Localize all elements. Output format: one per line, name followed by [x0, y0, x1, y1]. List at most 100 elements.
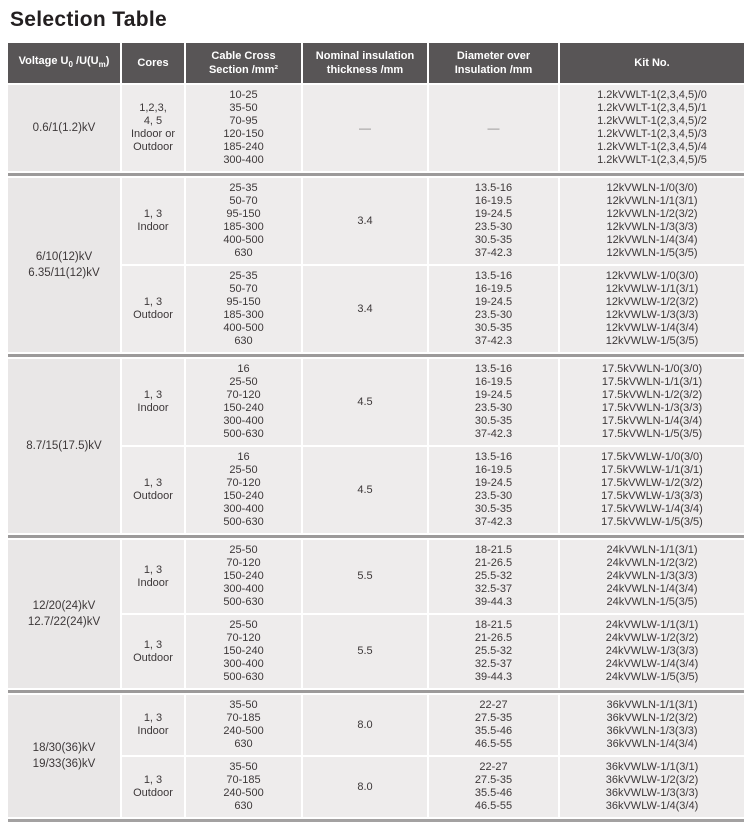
- cell-line: 630: [234, 335, 253, 347]
- cell-line: 50-70: [229, 195, 258, 207]
- diameter-over-insulation-cell: 13.5-16 16-19.5 19-24.5 23.5-30 30.5-35 37-42…: [429, 359, 558, 445]
- cell-line: 1.2kVWLT-1(2,3,4,5)/1: [597, 102, 707, 114]
- cell-line: 25-50: [229, 376, 258, 388]
- table-row: 12/20(24)kV 12.7/22(24)kV 1, 3 Indoor 25-50 7…: [8, 540, 744, 688]
- cell-line: 30.5-35: [474, 503, 513, 515]
- cell-line: 39-44.3: [474, 596, 513, 608]
- cell-line: 630: [234, 247, 253, 259]
- cell-line: 5.5: [357, 570, 373, 582]
- cell-line: 23.5-30: [474, 221, 513, 233]
- cell-line: 35.5-46: [474, 787, 513, 799]
- cell-line: 8.0: [357, 780, 373, 793]
- cell-line: 12kVWLW-1/0(3/0): [605, 270, 699, 282]
- cell-line: 17.5kVWLW-1/3(3/3): [601, 490, 703, 502]
- cell-line: 1, 3: [143, 389, 163, 401]
- cell-line: 10-25: [229, 89, 258, 101]
- cell-line: 17.5kVWLN-1/2(3/2): [601, 389, 703, 401]
- cell-line: 25-50: [229, 544, 258, 556]
- insulation-thickness-cell: 8.0: [303, 757, 427, 817]
- voltage-line: 6.35/11(12)kV: [28, 266, 100, 279]
- diameter-over-insulation-cell: 13.5-16 16-19.5 19-24.5 23.5-30 30.5-35 37-42…: [429, 447, 558, 533]
- group-separator: [8, 690, 744, 693]
- cell-line: 16-19.5: [474, 376, 513, 388]
- cell-line: 17.5kVWLW-1/5(3/5): [601, 516, 703, 528]
- cores-cell: 1, 3 Outdoor: [122, 615, 184, 688]
- cell-line: 30.5-35: [474, 415, 513, 427]
- cell-line: 50-70: [229, 283, 258, 295]
- kit-no-cell: 1.2kVWLT-1(2,3,4,5)/0 1.2kVWLT-1(2,3,4,5)…: [560, 85, 744, 171]
- insulation-thickness-cell: 3.4: [303, 178, 427, 264]
- cable-cross-section-cell: 25-35 50-70 95-150 185-300 400-500 630: [186, 178, 301, 264]
- cores-cell: 1, 3 Indoor: [122, 540, 184, 613]
- cell-line: 150-240: [223, 645, 264, 657]
- cell-line: 1, 3: [143, 563, 163, 576]
- col-header-cores: Cores: [122, 43, 184, 83]
- cell-line: 70-120: [226, 389, 261, 401]
- cell-line: 35-50: [229, 761, 258, 773]
- table-row: 1, 3 Outdoor 35-50 70-185 240-500 630 8.0 22-27…: [8, 757, 744, 817]
- cable-cross-section-cell: 10-25 35-50 70-95 120-150 185-240 300-400: [186, 85, 301, 171]
- cell-line: 1.2kVWLT-1(2,3,4,5)/4: [597, 141, 707, 153]
- cell-line: 95-150: [226, 208, 261, 220]
- cable-cross-section-cell: 16 25-50 70-120 150-240 300-400 500-630: [186, 359, 301, 445]
- cores-cell: 1, 3 Outdoor: [122, 266, 184, 352]
- cell-line: 16-19.5: [474, 195, 513, 207]
- cable-cross-section-cell: 25-50 70-120 150-240 300-400 500-630: [186, 615, 301, 688]
- cell-line: 500-630: [223, 671, 264, 683]
- cell-line: 16-19.5: [474, 283, 513, 295]
- cell-line: 1, 3: [143, 296, 163, 308]
- cell-line: 16: [237, 363, 250, 375]
- cell-line: 70-120: [226, 557, 261, 569]
- cell-line: Outdoor: [133, 141, 173, 153]
- cell-line: 36kVWLN-1/2(3/2): [606, 712, 698, 724]
- diameter-over-insulation-cell: 22-27 27.5-35 35.5-46 46.5-55: [429, 695, 558, 755]
- cell-line: 22-27: [479, 699, 508, 711]
- diameter-over-insulation-cell: —: [429, 85, 558, 171]
- cell-line: 23.5-30: [474, 309, 513, 321]
- cell-line: 35-50: [229, 102, 258, 114]
- cell-line: 70-95: [229, 115, 258, 127]
- cell-line: 12kVWLN-1/3(3/3): [606, 221, 698, 233]
- table-bottom-rule: [8, 819, 744, 822]
- cell-line: 24kVWLN-1/4(3/4): [606, 583, 698, 595]
- cell-line: 24kVWLN-1/1(3/1): [606, 544, 698, 556]
- cell-line: 1.2kVWLT-1(2,3,4,5)/3: [597, 128, 707, 140]
- insulation-thickness-cell: 8.0: [303, 695, 427, 755]
- cable-cross-section-cell: 25-50 70-120 150-240 300-400 500-630: [186, 540, 301, 613]
- cell-line: 25-50: [229, 464, 258, 476]
- cell-line: Outdoor: [133, 309, 173, 321]
- col-header-diameter: Diameter over Insulation /mm: [429, 43, 558, 83]
- cell-line: 120-150: [223, 128, 264, 140]
- cell-line: 37-42.3: [474, 335, 513, 347]
- cell-line: 240-500: [223, 725, 264, 737]
- cell-line: 4.5: [357, 395, 373, 408]
- voltage-cell: 18/30(36)kV 19/33(36)kV: [8, 695, 120, 817]
- group-separator: [8, 354, 744, 357]
- cell-line: 12kVWLW-1/1(3/1): [605, 283, 699, 295]
- cell-line: 1.2kVWLT-1(2,3,4,5)/0: [597, 89, 707, 101]
- cell-line: 27.5-35: [474, 774, 513, 786]
- kit-no-cell: 36kVWLW-1/1(3/1) 36kVWLW-1/2(3/2) 36kVWLW-…: [560, 757, 744, 817]
- cell-line: 16: [237, 451, 250, 463]
- cores-cell: 1, 3 Outdoor: [122, 757, 184, 817]
- cell-line: 24kVWLW-1/3(3/3): [605, 645, 699, 657]
- kit-no-cell: 36kVWLN-1/1(3/1) 36kVWLN-1/2(3/2) 36kVWLN-…: [560, 695, 744, 755]
- cell-line: Indoor or: [130, 128, 176, 140]
- cell-line: 19-24.5: [474, 296, 513, 308]
- insulation-thickness-cell: 3.4: [303, 266, 427, 352]
- voltage-line: 18/30(36)kV: [32, 741, 96, 754]
- cell-line: 23.5-30: [474, 402, 513, 414]
- cell-line: 300-400: [223, 154, 264, 166]
- table-row: 1, 3 Outdoor 25-35 50-70 95-150 185-300 400-50…: [8, 266, 744, 352]
- cores-cell: 1,2,3, 4, 5 Indoor or Outdoor: [122, 85, 184, 171]
- cell-line: 17.5kVWLW-1/0(3/0): [601, 451, 703, 463]
- cell-line: 150-240: [223, 402, 264, 414]
- cell-line: 24kVWLN-1/5(3/5): [606, 596, 698, 608]
- cell-line: 70-185: [226, 712, 261, 724]
- cell-line: 400-500: [223, 322, 264, 334]
- cell-line: 630: [234, 738, 253, 750]
- cell-line: Outdoor: [133, 651, 173, 664]
- voltage-cell: 6/10(12)kV 6.35/11(12)kV: [8, 178, 120, 352]
- diameter-over-insulation-cell: 18-21.5 21-26.5 25.5-32 32.5-37 39-44.3: [429, 615, 558, 688]
